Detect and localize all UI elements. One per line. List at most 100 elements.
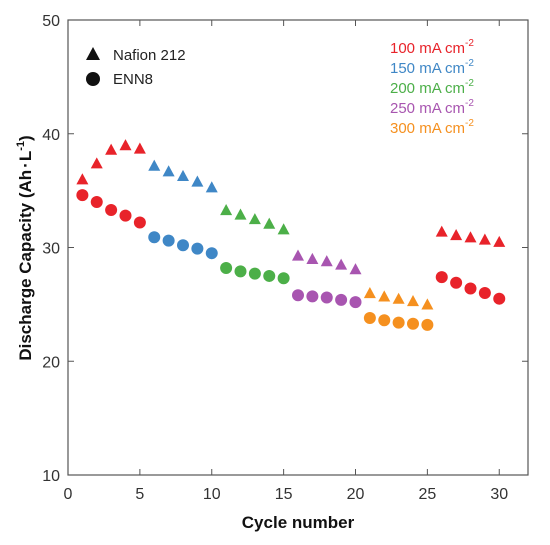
enn8-point — [76, 189, 89, 202]
x-tick-label: 15 — [275, 486, 293, 503]
nafion-212-point — [76, 173, 89, 185]
enn8-point — [435, 271, 448, 284]
nafion-212-point — [148, 159, 161, 171]
y-tick-label: 30 — [42, 241, 60, 258]
enn8-point — [90, 196, 103, 208]
y-axis-label-dot: · — [16, 162, 35, 168]
nafion-212-point — [277, 223, 290, 235]
y-tick-label: 40 — [42, 127, 60, 144]
enn8-point — [248, 267, 261, 280]
x-tick-label: 20 — [347, 486, 365, 503]
axis-ticks — [67, 19, 528, 476]
nafion-212-point — [493, 235, 506, 247]
enn8-point — [335, 293, 348, 306]
nafion-212-point — [90, 157, 103, 169]
current-density-superscript: -2 — [465, 118, 474, 129]
nafion-212-point — [162, 165, 175, 177]
legend-triangle-icon — [86, 47, 100, 60]
enn8-point — [478, 287, 491, 299]
nafion-212-point — [292, 249, 304, 261]
marker-legend: Nafion 212 ENN8 — [86, 47, 186, 88]
nafion-212-point — [435, 225, 448, 237]
enn8-point — [421, 318, 434, 331]
nafion-212-point — [220, 203, 233, 216]
nafion-212-point — [478, 233, 491, 245]
nafion-212-point — [234, 208, 247, 220]
y-axis-label: Discharge Capacity (Ah ·L-1) — [15, 135, 35, 360]
nafion-212-point — [363, 287, 376, 299]
enn8-point — [306, 290, 319, 303]
current-density-superscript: -2 — [465, 78, 474, 89]
nafion-212-point — [349, 263, 362, 275]
y-axis-label-unit: L — [16, 151, 35, 161]
enn8-point — [133, 216, 146, 229]
nafion-212-point — [464, 231, 477, 243]
nafion-212-point — [133, 142, 146, 154]
nafion-212-point — [248, 213, 261, 225]
current-density-label: 150 mA cm-2 — [390, 58, 474, 77]
enn8-point — [177, 239, 189, 252]
nafion-212-point — [320, 255, 333, 267]
nafion-212-point — [421, 298, 434, 310]
enn8-point — [292, 289, 304, 302]
x-tick-label: 25 — [418, 486, 436, 503]
enn8-point — [320, 291, 333, 304]
nafion-212-point — [105, 143, 118, 155]
enn8-point — [392, 316, 405, 329]
y-tick-label: 10 — [42, 468, 60, 485]
current-density-value: 300 mA cm — [390, 120, 465, 137]
enn8-point — [363, 312, 376, 325]
nafion-212-point — [378, 290, 391, 302]
enn8-point — [407, 317, 419, 330]
current-density-value: 150 mA cm — [390, 60, 465, 77]
current-density-value: 200 mA cm — [390, 80, 465, 97]
enn8-point — [493, 292, 506, 305]
enn8-point — [148, 231, 161, 244]
x-tick-label: 10 — [203, 486, 221, 503]
enn8-point — [162, 234, 175, 247]
nafion-212-point — [119, 139, 132, 151]
x-axis-label: Cycle number — [242, 513, 355, 532]
current-density-label: 100 mA cm-2 — [390, 38, 474, 57]
enn8-point — [450, 276, 463, 289]
x-tick-label: 0 — [64, 486, 73, 503]
enn8-point — [263, 269, 276, 282]
current-density-superscript: -2 — [465, 58, 474, 69]
enn8-point — [464, 282, 477, 295]
x-tick-label: 5 — [135, 486, 144, 503]
legend-label-enn8: ENN8 — [113, 71, 153, 88]
enn8-point — [378, 314, 391, 327]
axis-tick-labels: 0 5 10 15 20 25 30 10 20 30 40 50 — [42, 13, 508, 503]
y-tick-label: 20 — [42, 354, 60, 371]
current-density-label: 200 mA cm-2 — [390, 78, 474, 97]
enn8-point — [119, 209, 132, 222]
data-points — [76, 139, 506, 331]
nafion-212-point — [392, 292, 405, 304]
nafion-212-point — [177, 169, 189, 181]
nafion-212-point — [263, 217, 276, 229]
enn8-point — [234, 265, 247, 278]
current-density-label: 300 mA cm-2 — [390, 118, 474, 137]
nafion-212-point — [205, 181, 218, 193]
current-density-label: 250 mA cm-2 — [390, 98, 474, 117]
nafion-212-point — [306, 252, 319, 264]
legend-label-nafion-212: Nafion 212 — [113, 47, 186, 64]
nafion-212-point — [191, 175, 204, 187]
enn8-point — [105, 203, 118, 216]
current-density-superscript: -2 — [465, 98, 474, 109]
y-axis-label-main: Discharge Capacity (Ah — [16, 170, 35, 361]
current-density-value: 100 mA cm — [390, 40, 465, 57]
y-axis-label-close: ) — [16, 135, 35, 141]
enn8-point — [205, 247, 218, 260]
nafion-212-point — [335, 258, 348, 270]
enn8-point — [349, 296, 362, 309]
nafion-212-point — [450, 228, 463, 241]
legend-circle-icon — [86, 72, 100, 86]
x-tick-label: 30 — [490, 486, 508, 503]
nafion-212-point — [407, 294, 419, 307]
y-axis-label-superscript: -1 — [15, 141, 27, 151]
current-density-value: 250 mA cm — [390, 100, 465, 117]
enn8-point — [277, 272, 290, 285]
